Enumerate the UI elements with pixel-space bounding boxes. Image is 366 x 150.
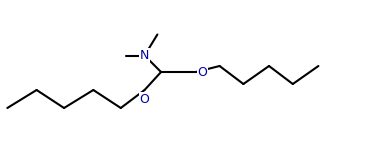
Text: O: O: [198, 66, 208, 78]
Text: O: O: [140, 93, 149, 106]
Text: N: N: [140, 49, 149, 62]
